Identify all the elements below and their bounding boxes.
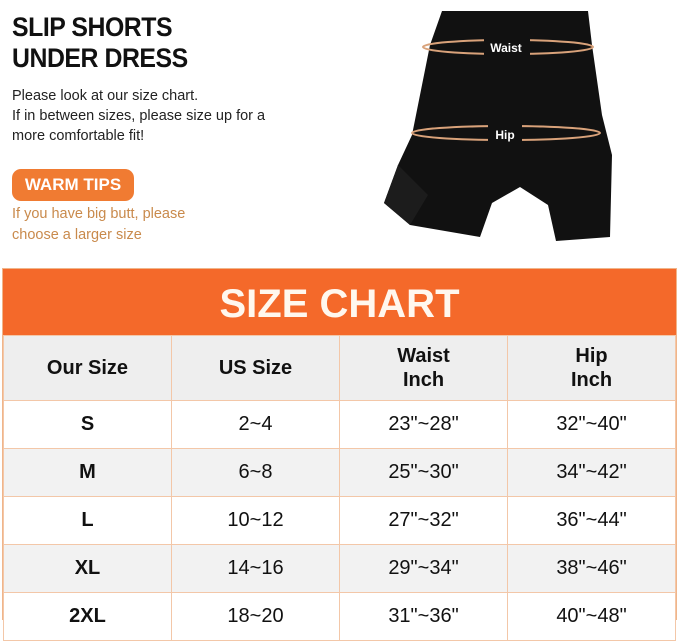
description: Please look at our size chart. If in bet… (12, 88, 266, 144)
waist-label: Waist (490, 41, 522, 55)
table-cell: 18~20 (171, 592, 340, 641)
table-row: XL 14~16 29"~34" 38"~46" (3, 544, 676, 593)
table-cell: 25"~30" (339, 448, 508, 497)
size-chart: SIZE CHART Our Size US Size Waist Inch Hip In… (2, 268, 677, 641)
table-cell: M (3, 448, 172, 497)
table-cell: 38"~46" (507, 544, 676, 593)
column-header: Our Size (3, 335, 172, 401)
warm-tips-text: If you have big butt, please choose a la… (12, 206, 186, 243)
table-cell: 10~12 (171, 496, 340, 545)
page-title: SLIP SHORTS UNDER DRESS (12, 12, 188, 73)
table-cell: 34"~42" (507, 448, 676, 497)
table-header-row: Our Size US Size Waist Inch Hip Inch (3, 335, 676, 401)
column-header: Hip Inch (507, 335, 676, 401)
table-cell: 23"~28" (339, 400, 508, 449)
table-cell: XL (3, 544, 172, 593)
size-chart-title: SIZE CHART (3, 269, 676, 335)
table-cell: 2XL (3, 592, 172, 641)
table-cell: 32"~40" (507, 400, 676, 449)
column-header: Waist Inch (339, 335, 508, 401)
shorts-product-image: Waist Hip (384, 11, 612, 241)
table-cell: 2~4 (171, 400, 340, 449)
table-row: L 10~12 27"~32" 36"~44" (3, 496, 676, 545)
table-cell: 40"~48" (507, 592, 676, 641)
table-cell: 6~8 (171, 448, 340, 497)
table-cell: 14~16 (171, 544, 340, 593)
table-cell: 27"~32" (339, 496, 508, 545)
table-row: S 2~4 23"~28" 32"~40" (3, 400, 676, 449)
table-row: 2XL 18~20 31"~36" 40"~48" (3, 592, 676, 641)
table-row: M 6~8 25"~30" 34"~42" (3, 448, 676, 497)
size-table: Our Size US Size Waist Inch Hip Inch S 2~4 23"~… (3, 335, 676, 641)
table-cell: S (3, 400, 172, 449)
table-cell: 36"~44" (507, 496, 676, 545)
column-header: US Size (171, 335, 340, 401)
warm-tips-badge: WARM TIPS (12, 169, 134, 201)
table-cell: L (3, 496, 172, 545)
table-cell: 29"~34" (339, 544, 508, 593)
table-cell: 31"~36" (339, 592, 508, 641)
hip-label: Hip (495, 128, 514, 142)
